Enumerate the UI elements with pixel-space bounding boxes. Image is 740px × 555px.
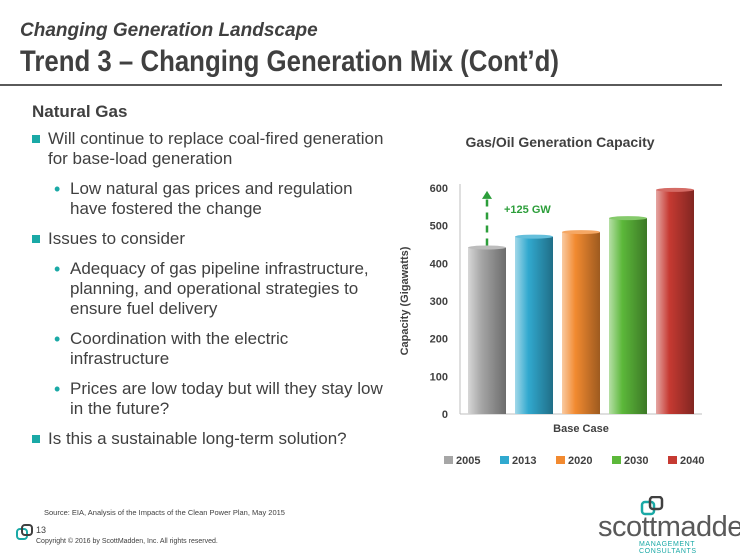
brand-name: scottmadden — [598, 511, 740, 543]
small-logo-icon — [16, 524, 33, 540]
y-tick-label: 100 — [430, 371, 448, 383]
legend-swatch-2013 — [500, 456, 509, 464]
dot-bullet-icon: • — [54, 259, 61, 279]
y-tick-label: 400 — [430, 258, 448, 270]
y-axis-label: Capacity (Gigawatts) — [399, 246, 411, 355]
chart-canvas: Gas/Oil Generation Capacity 0 100 200 300 400… — [399, 134, 704, 467]
bar-top-2040 — [656, 187, 694, 192]
legend-label-2020: 2020 — [568, 455, 592, 467]
title-divider — [0, 84, 722, 86]
square-bullet-icon — [32, 435, 40, 443]
section-subtitle: Changing Generation Landscape — [20, 20, 318, 41]
bar-top-2013 — [515, 234, 553, 239]
bullet-text: Coordination with the electric infrastru… — [70, 329, 289, 368]
copyright: Copyright © 2016 by ScottMadden, Inc. Al… — [36, 538, 218, 545]
bullet-text: Prices are low today but will they stay … — [70, 379, 383, 418]
bullet-item: • Coordination with the electric infrastr… — [32, 329, 388, 369]
legend-swatch-2040 — [668, 456, 677, 464]
y-tick-label: 600 — [430, 183, 448, 195]
legend-label-2030: 2030 — [624, 455, 648, 467]
x-axis-label: Base Case — [553, 423, 609, 435]
slide-title: Trend 3 – Changing Generation Mix (Cont’… — [20, 45, 559, 78]
bullet-text: Low natural gas prices and regulation ha… — [70, 179, 353, 218]
legend-label-2005: 2005 — [456, 455, 480, 467]
bar-top-2030 — [609, 216, 647, 221]
bullet-item: • Low natural gas prices and regulation h… — [32, 179, 388, 219]
gas-oil-capacity-chart: Gas/Oil Generation Capacity 0 100 200 300 400… — [392, 128, 732, 478]
bullet-item: • Prices are low today but will they stay… — [32, 379, 388, 419]
legend-label-2040: 2040 — [680, 455, 704, 467]
bullet-item: Is this a sustainable long-term solution… — [32, 429, 388, 449]
legend-swatch-2020 — [556, 456, 565, 464]
bar-2005 — [468, 247, 506, 414]
bar-top-2020 — [562, 230, 600, 235]
section-heading: Natural Gas — [32, 102, 128, 121]
legend-swatch-2005 — [444, 456, 453, 464]
bar-2020 — [562, 232, 600, 414]
bar-2013 — [515, 236, 553, 414]
brand-logo-icon — [640, 496, 664, 516]
y-tick-label: 0 — [442, 409, 448, 421]
bullet-item: Will continue to replace coal-fired gene… — [32, 129, 388, 169]
bullet-text: Is this a sustainable long-term solution… — [48, 429, 347, 448]
dot-bullet-icon: • — [54, 379, 61, 399]
bullet-list: Will continue to replace coal-fired gene… — [32, 129, 388, 449]
y-tick-label: 500 — [430, 221, 448, 233]
bar-top-2005 — [468, 245, 506, 250]
y-tick-label: 200 — [430, 334, 448, 346]
bar-2040 — [656, 189, 694, 414]
annotation-arrow-head-icon — [482, 190, 492, 199]
square-bullet-icon — [32, 135, 40, 143]
dot-bullet-icon: • — [54, 179, 61, 199]
y-tick-label: 300 — [430, 296, 448, 308]
bullet-item: Issues to consider — [32, 229, 388, 249]
brand-tagline: MANAGEMENT CONSULTANTS — [639, 541, 697, 555]
legend-label-2013: 2013 — [512, 455, 536, 467]
source-note: Source: EIA, Analysis of the Impacts of … — [44, 508, 285, 517]
page-number: 13 — [36, 525, 47, 535]
bullet-text: Adequacy of gas pipeline infrastructure,… — [70, 259, 369, 318]
dot-bullet-icon: • — [54, 329, 61, 349]
bullet-text: Will continue to replace coal-fired gene… — [48, 129, 384, 168]
square-bullet-icon — [32, 235, 40, 243]
chart-title: Gas/Oil Generation Capacity — [465, 134, 654, 150]
content-body: Natural Gas Will continue to replace coa… — [32, 102, 388, 459]
bullet-item: • Adequacy of gas pipeline infrastructure… — [32, 259, 388, 319]
annotation-label: +125 GW — [504, 204, 551, 216]
bullet-text: Issues to consider — [48, 229, 186, 248]
legend-swatch-2030 — [612, 456, 621, 464]
bar-2030 — [609, 218, 647, 414]
